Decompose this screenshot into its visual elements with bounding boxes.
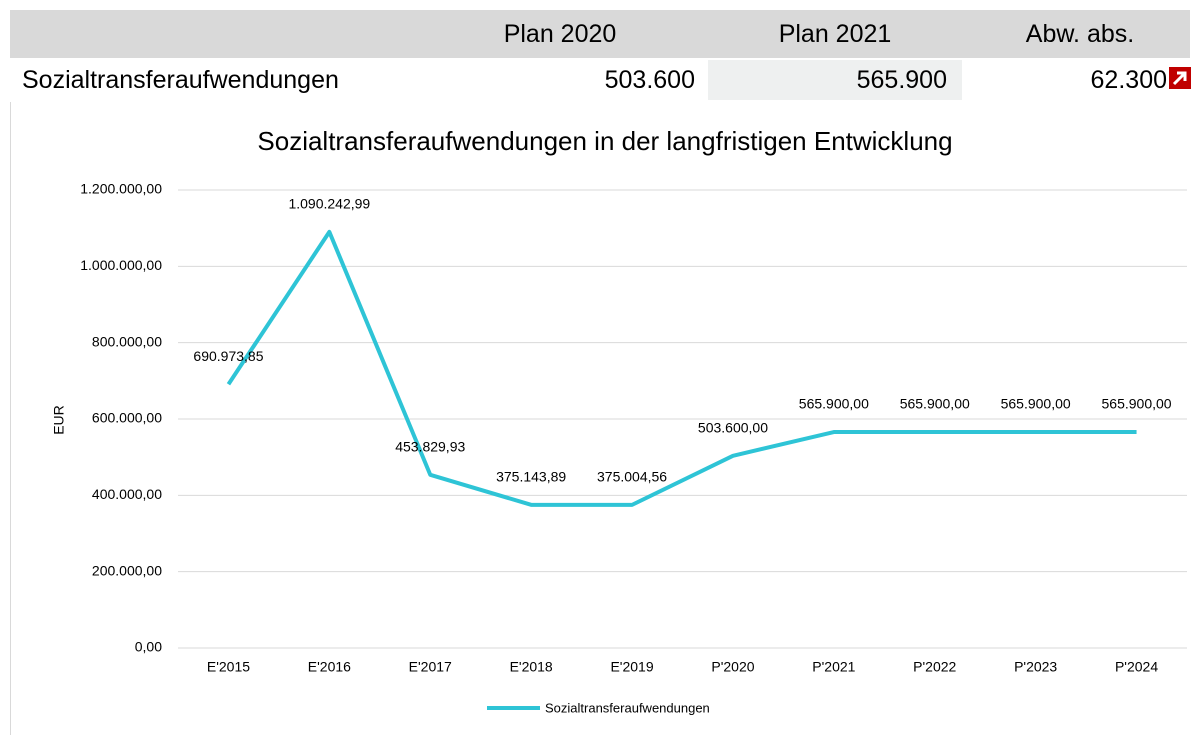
y-tick-label: 400.000,00 bbox=[92, 486, 162, 502]
data-label: 565.900,00 bbox=[1001, 396, 1071, 412]
x-tick-label: E'2016 bbox=[308, 659, 351, 675]
y-tick-label: 1.200.000,00 bbox=[80, 181, 162, 197]
series-line bbox=[226, 229, 1137, 507]
data-label: 565.900,00 bbox=[799, 396, 869, 412]
header-cell: Plan 2021 bbox=[778, 20, 892, 48]
x-tick-label: E'2017 bbox=[409, 659, 452, 675]
x-tick-label: P'2023 bbox=[1014, 659, 1057, 675]
row-value: 565.900 bbox=[856, 66, 947, 94]
data-label: 565.900,00 bbox=[900, 396, 970, 412]
x-tick-label: P'2022 bbox=[913, 659, 956, 675]
row-label: Sozialtransferaufwendungen bbox=[22, 66, 339, 94]
y-axis-label: EUR bbox=[51, 405, 67, 435]
data-label: 690.973,85 bbox=[193, 348, 263, 364]
row-value: 503.600 bbox=[604, 66, 695, 94]
y-tick-label: 200.000,00 bbox=[92, 562, 162, 578]
highlight-cell bbox=[708, 60, 962, 100]
data-label: 503.600,00 bbox=[698, 419, 768, 435]
x-tick-label: E'2015 bbox=[207, 659, 250, 675]
x-tick-label: E'2019 bbox=[610, 659, 653, 675]
x-tick-label: P'2021 bbox=[812, 659, 855, 675]
chart: Sozialtransferaufwendungen in der langfr… bbox=[10, 102, 1187, 735]
x-tick-label: E'2018 bbox=[510, 659, 553, 675]
y-tick-label: 600.000,00 bbox=[92, 410, 162, 426]
x-tick-label: P'2024 bbox=[1115, 659, 1158, 675]
header-cell: Plan 2020 bbox=[503, 20, 617, 48]
legend-label: Sozialtransferaufwendungen bbox=[545, 700, 710, 715]
data-label: 375.143,89 bbox=[496, 469, 566, 485]
data-label: 453.829,93 bbox=[395, 438, 465, 454]
data-label: 1.090.242,99 bbox=[288, 196, 370, 212]
x-tick-label: P'2020 bbox=[711, 659, 754, 675]
chart-title: Sozialtransferaufwendungen in der langfr… bbox=[257, 126, 952, 156]
header-band bbox=[10, 10, 1190, 58]
y-tick-label: 1.000.000,00 bbox=[80, 257, 162, 273]
header-cell: Abw. abs. bbox=[1025, 20, 1135, 48]
y-tick-label: 800.000,00 bbox=[92, 333, 162, 349]
data-label: 375.004,56 bbox=[597, 469, 667, 485]
trend-icon bbox=[1169, 67, 1191, 89]
y-tick-label: 0,00 bbox=[135, 639, 162, 655]
data-label: 565.900,00 bbox=[1102, 396, 1172, 412]
row-value: 62.300 bbox=[1090, 66, 1167, 94]
